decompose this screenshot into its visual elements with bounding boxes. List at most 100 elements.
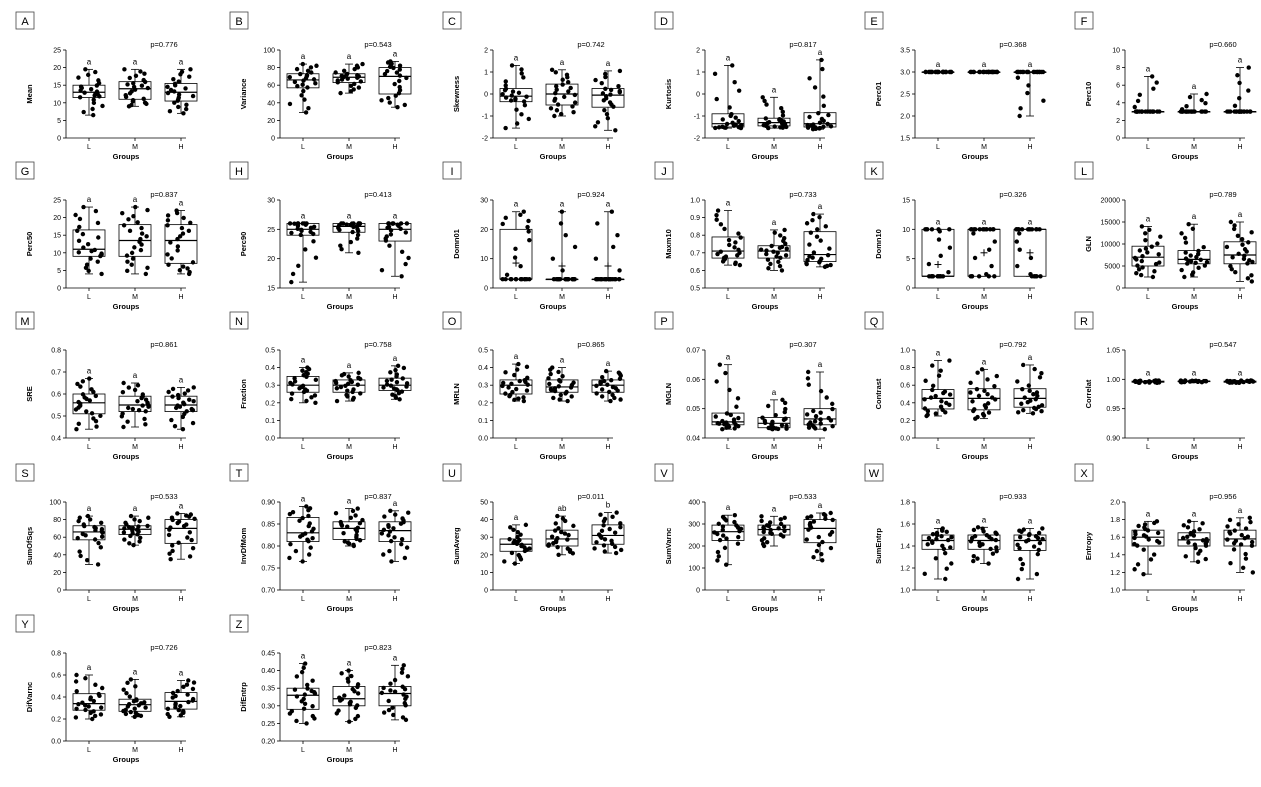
y-tick-label: 0.07	[686, 348, 700, 355]
data-point	[823, 224, 828, 229]
data-point	[613, 550, 619, 556]
data-point	[773, 412, 778, 418]
data-point	[92, 247, 97, 253]
data-point	[1037, 540, 1043, 546]
data-point	[615, 233, 620, 238]
significance-letter: a	[179, 375, 184, 384]
data-point	[185, 692, 190, 697]
data-point	[386, 523, 391, 528]
significance-letter: a	[1028, 353, 1033, 362]
data-point	[337, 695, 342, 700]
data-point	[1247, 109, 1253, 114]
data-point	[1225, 109, 1230, 114]
data-point	[525, 224, 530, 230]
data-point	[767, 520, 773, 525]
y-tick-label: 0.1	[265, 418, 275, 425]
data-point	[76, 421, 81, 427]
data-point	[513, 277, 519, 282]
data-point	[559, 111, 564, 117]
data-point	[1031, 391, 1036, 397]
data-point	[990, 551, 996, 556]
data-point	[125, 259, 130, 264]
data-point	[1228, 219, 1234, 225]
data-point	[1232, 379, 1237, 384]
data-point	[84, 557, 90, 563]
data-point	[618, 521, 623, 526]
data-point	[555, 513, 560, 519]
data-point	[88, 256, 93, 261]
data-point	[571, 109, 576, 115]
data-point	[1235, 73, 1240, 78]
data-point	[1015, 542, 1020, 547]
data-point	[401, 365, 407, 371]
data-point	[804, 412, 810, 417]
significance-letter: a	[982, 60, 987, 69]
data-point	[308, 229, 313, 235]
data-point	[1149, 74, 1155, 79]
data-point	[171, 76, 176, 82]
data-point	[971, 553, 976, 559]
data-point	[388, 232, 394, 237]
data-point	[401, 692, 406, 697]
data-point	[188, 512, 194, 517]
x-tick-label: L	[1146, 596, 1150, 603]
data-point	[714, 379, 719, 384]
x-axis-label: Groups	[1172, 604, 1199, 613]
data-point	[1183, 250, 1188, 255]
data-point	[527, 237, 532, 243]
data-point	[1015, 263, 1020, 269]
data-point	[169, 515, 175, 520]
data-point	[826, 415, 831, 421]
data-point	[939, 398, 944, 404]
group-H: Ha	[378, 653, 412, 754]
data-point	[1232, 103, 1238, 109]
data-point	[1020, 561, 1026, 567]
data-point	[142, 416, 147, 422]
panel-w: W1.01.21.41.61.8SumEntrpGroupsp=0.933LaM…	[864, 463, 1047, 613]
data-point	[973, 227, 978, 232]
x-tick-label: L	[1146, 144, 1150, 151]
data-point	[77, 515, 82, 520]
x-tick-label: H	[1237, 294, 1242, 301]
data-point	[132, 714, 137, 719]
group-L: La	[711, 353, 745, 451]
y-tick-label: 10000	[1101, 242, 1121, 249]
data-point	[938, 253, 943, 259]
data-point	[552, 386, 558, 391]
data-point	[1017, 113, 1022, 119]
y-tick-label: 200	[688, 544, 700, 551]
data-point	[516, 396, 521, 401]
y-tick-label: 1.8	[1110, 517, 1120, 524]
data-point	[818, 417, 823, 422]
data-point	[1142, 522, 1148, 527]
data-point	[1183, 240, 1189, 245]
data-point	[78, 384, 83, 389]
x-tick-label: H	[1027, 144, 1032, 151]
group-H: Ha	[1013, 217, 1047, 301]
significance-letter: a	[1028, 60, 1033, 69]
data-point	[547, 381, 552, 387]
data-point	[89, 387, 94, 392]
data-point	[357, 521, 363, 526]
data-point	[99, 534, 105, 539]
data-point	[768, 527, 773, 533]
significance-letter: a	[133, 504, 138, 513]
data-point	[1249, 273, 1254, 278]
group-H: Ha	[1223, 369, 1257, 451]
data-point	[993, 530, 998, 535]
data-point	[1037, 227, 1042, 232]
data-point	[145, 207, 150, 213]
data-point	[338, 243, 343, 248]
data-point	[78, 84, 84, 89]
data-point	[552, 96, 558, 101]
data-point	[400, 715, 406, 720]
data-point	[142, 71, 147, 76]
data-point	[1132, 255, 1138, 261]
y-axis-label: Contrast	[874, 378, 883, 409]
data-point	[519, 71, 524, 76]
data-point	[401, 663, 406, 668]
panel-letter: J	[661, 166, 667, 178]
x-axis-label: Groups	[752, 302, 779, 311]
y-tick-label: 0.8	[900, 365, 910, 372]
